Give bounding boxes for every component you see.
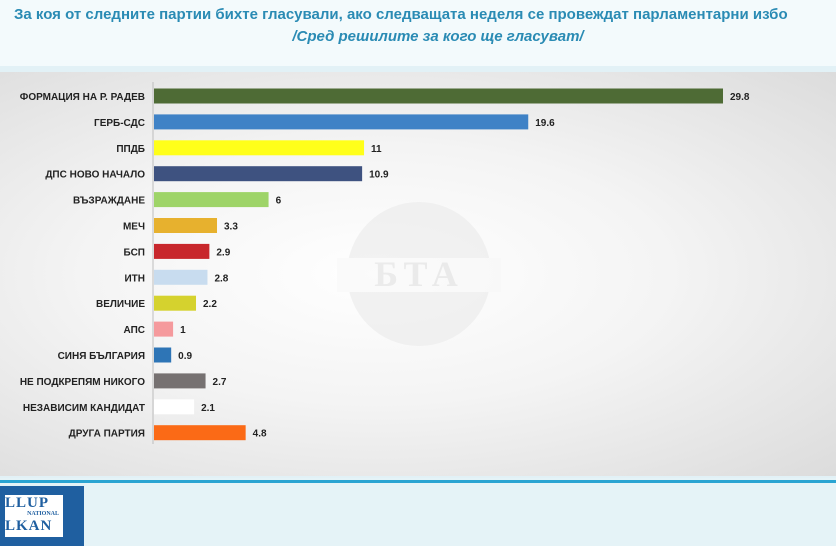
chart-title: За коя от следните партии бихте гласувал… bbox=[14, 6, 788, 23]
logo-line-3: LKAN bbox=[5, 518, 53, 534]
value-label: 2.9 bbox=[216, 247, 230, 258]
bar bbox=[154, 218, 218, 233]
value-label: 2.7 bbox=[213, 377, 227, 388]
category-label: БСП bbox=[124, 247, 145, 258]
bar bbox=[154, 243, 210, 259]
value-label: 2.1 bbox=[201, 403, 215, 414]
value-label: 2.2 bbox=[203, 299, 217, 310]
bar bbox=[154, 114, 529, 130]
category-label: ФОРМАЦИЯ НА Р. РАДЕВ bbox=[20, 92, 145, 103]
value-label: 3.3 bbox=[224, 222, 238, 233]
category-label: ВЕЛИЧИЕ bbox=[96, 299, 145, 310]
bar bbox=[154, 295, 197, 311]
logo-line-1: LLUP bbox=[5, 495, 50, 511]
bar bbox=[154, 166, 363, 182]
category-label: ИТН bbox=[124, 273, 145, 284]
bar bbox=[154, 373, 206, 389]
bar bbox=[154, 269, 208, 285]
category-label: ДРУГА ПАРТИЯ bbox=[69, 429, 145, 440]
watermark-logo: БТА bbox=[337, 202, 501, 346]
category-label: НЕЗАВИСИМ КАНДИДАТ bbox=[23, 403, 145, 414]
footer-accent-bar bbox=[0, 480, 836, 483]
category-label: ВЪЗРАЖДАНЕ bbox=[73, 196, 145, 207]
bar bbox=[154, 321, 174, 337]
bar-chart: БТА ФОРМАЦИЯ НА Р. РАДЕВ 29.8 ГЕРБ-СДС 19.6… bbox=[20, 82, 750, 444]
bar bbox=[154, 425, 246, 441]
header-band bbox=[0, 0, 836, 66]
category-label: ППДБ bbox=[116, 144, 145, 155]
bar bbox=[154, 347, 172, 363]
value-label: 4.8 bbox=[253, 429, 267, 440]
value-label: 10.9 bbox=[369, 170, 389, 181]
value-label: 0.9 bbox=[178, 351, 192, 362]
category-label: АПС bbox=[124, 325, 146, 336]
gallup-logo: LLUP NATIONAL LKAN bbox=[0, 486, 84, 546]
value-label: 2.8 bbox=[214, 273, 228, 284]
bar bbox=[154, 192, 269, 208]
watermark-text: БТА bbox=[374, 254, 464, 294]
category-label: СИНЯ БЪЛГАРИЯ bbox=[58, 351, 145, 362]
category-label: ДПС НОВО НАЧАЛО bbox=[45, 170, 145, 181]
chart-subtitle: /Сред решилите за кого ще гласуват/ bbox=[292, 28, 584, 45]
bar bbox=[154, 88, 723, 104]
value-label: 6 bbox=[276, 196, 282, 207]
category-label: ГЕРБ-СДС bbox=[94, 118, 145, 129]
logo-box: LLUP NATIONAL LKAN bbox=[4, 494, 64, 538]
footer-band bbox=[0, 478, 836, 546]
value-label: 1 bbox=[180, 325, 186, 336]
logo-line-2: NATIONAL bbox=[27, 511, 59, 517]
category-label: МЕЧ bbox=[123, 222, 145, 233]
bar bbox=[154, 140, 365, 156]
value-label: 29.8 bbox=[730, 92, 750, 103]
bars-group: ФОРМАЦИЯ НА Р. РАДЕВ 29.8 ГЕРБ-СДС 19.6 ППДБ… bbox=[20, 88, 750, 441]
value-label: 19.6 bbox=[535, 118, 555, 129]
category-label: НЕ ПОДКРЕПЯМ НИКОГО bbox=[20, 377, 145, 388]
value-label: 11 bbox=[371, 144, 382, 155]
bar bbox=[154, 399, 195, 415]
